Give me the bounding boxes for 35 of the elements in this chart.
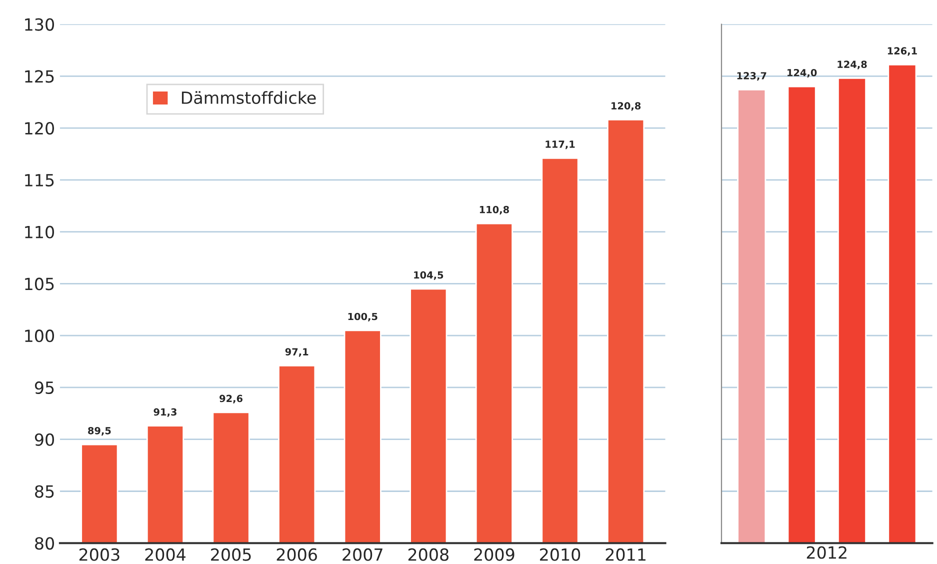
legend-label: Dämmstoffdicke	[182, 91, 316, 104]
data-label: 123,7	[737, 72, 766, 81]
x-tick-label: 2007	[342, 548, 382, 561]
y-tick-label: 115	[25, 174, 54, 186]
x-tick-label: 2004	[145, 548, 186, 561]
y-tick-label: 90	[34, 433, 54, 446]
y-tick-label: 125	[25, 70, 54, 83]
x-tick-label: 2003	[79, 548, 120, 561]
x-tick-label: 2006	[276, 548, 317, 561]
data-label: 100,5	[348, 312, 378, 322]
x-tick-label: 2009	[474, 548, 514, 561]
y-tick-label: 105	[25, 278, 54, 290]
y-tick-label: 130	[25, 18, 54, 31]
y-tick-label: 95	[34, 381, 54, 394]
y-tick-label: 120	[25, 122, 54, 135]
x-tick-label: 2005	[211, 548, 251, 561]
y-tick-label: 85	[35, 485, 54, 498]
y-tick-label: 80	[35, 537, 54, 550]
data-label: 120,8	[612, 102, 641, 111]
data-label: 89,5	[88, 426, 111, 436]
data-label: 126,1	[888, 47, 917, 56]
data-label: 92,6	[220, 394, 243, 404]
data-label: 124,0	[788, 68, 817, 78]
x-tick-label: 2010	[540, 548, 580, 561]
data-label: 104,5	[414, 271, 444, 280]
data-label: 117,1	[546, 140, 575, 150]
data-label: 124,8	[838, 60, 867, 70]
x-axis-title: 2012	[806, 546, 846, 559]
data-label: 91,3	[154, 408, 176, 417]
x-tick-label: 2008	[408, 548, 448, 561]
data-label: 110,8	[480, 206, 509, 215]
y-tick-label: 110	[25, 226, 54, 238]
data-label: 97,1	[285, 348, 308, 357]
x-tick-label: 2011	[606, 548, 646, 561]
y-tick-label: 100	[25, 330, 54, 342]
